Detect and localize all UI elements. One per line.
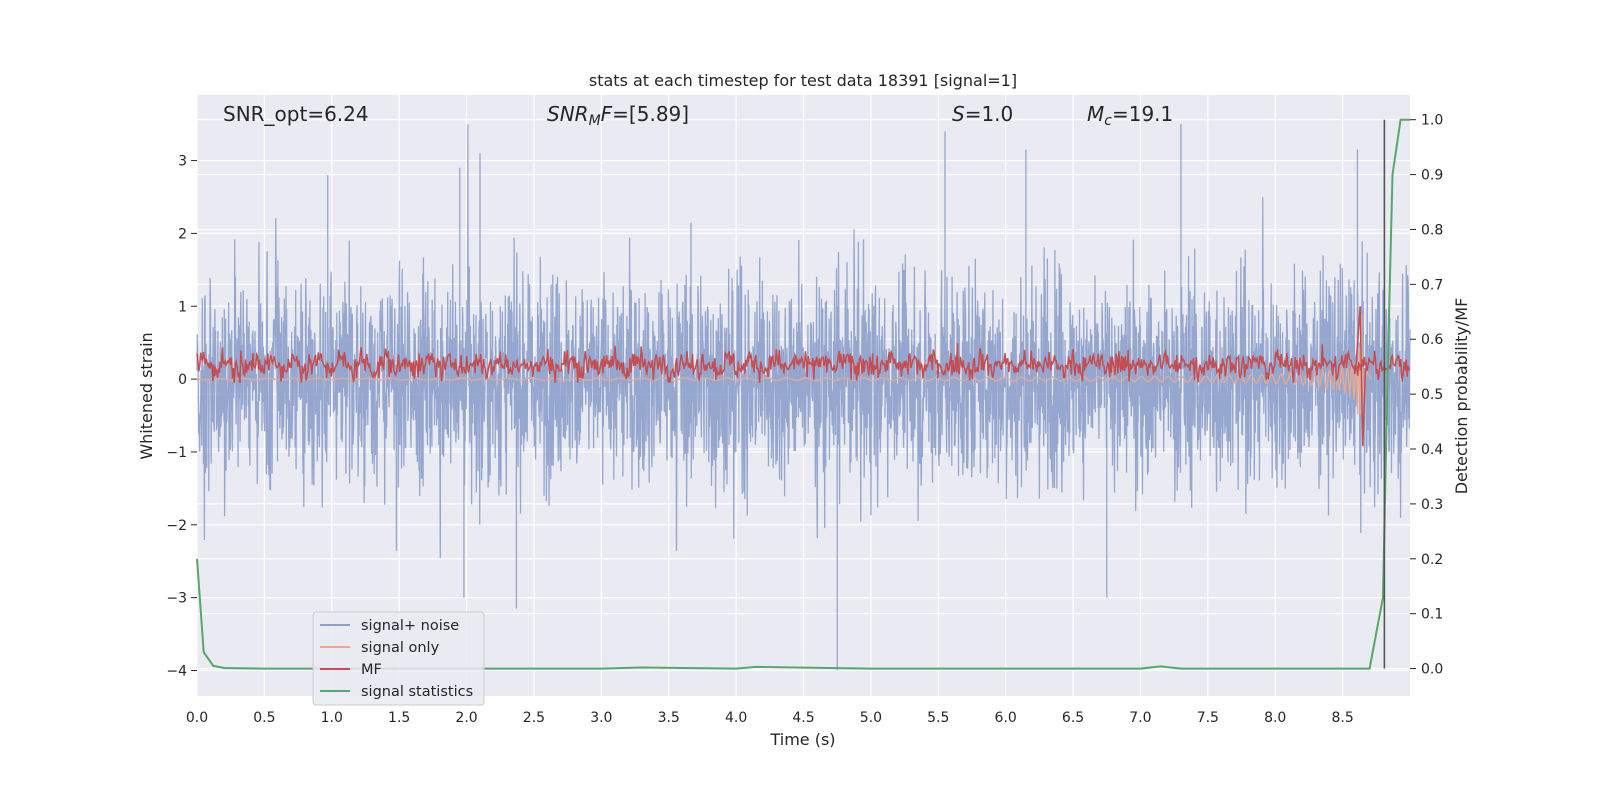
y-right-tick-label-4: 0.4 (1421, 442, 1443, 458)
y-tick-label-5: 1 (178, 299, 187, 315)
y-right-tick-label-10: 1.0 (1421, 113, 1443, 129)
y-right-tick-label-7: 0.7 (1421, 277, 1443, 293)
x-axis-ticks: 0.0 0.5 1.0 1.5 2.0 2.5 3.0 3.5 4.0 4.5 5.0 5.5 6.0 6… (186, 710, 1354, 726)
x-tick-label-4: 2.0 (455, 710, 477, 726)
x-tick-label-0: 0.0 (186, 710, 208, 726)
annotation-s: S=1.0 (952, 102, 1013, 126)
y-right-tick-label-3: 0.3 (1421, 497, 1443, 513)
annotation-snr-mf: SNRMF=[5.89] (547, 102, 689, 129)
annotation-s-label: S (952, 102, 965, 126)
mf-line (196, 306, 1410, 447)
x-tick-label-3: 1.5 (388, 710, 410, 726)
x-tick-label-6: 3.0 (590, 710, 612, 726)
y-tick-label-2: −2 (166, 518, 187, 534)
y-right-tick-label-6: 0.6 (1421, 332, 1443, 348)
annotation-snr-mf-tail: F (601, 102, 613, 126)
annotation-mc: Mc=19.1 (1087, 102, 1173, 129)
signal-only-line (196, 313, 1372, 415)
y-right-tick-label-0: 0.0 (1421, 662, 1443, 678)
x-tick-label-10: 5.0 (860, 710, 882, 726)
y-axis-right-ticks: 0.0 0.1 0.2 0.3 0.4 0.5 0.6 0.7 0.8 0.9 1.0 (1410, 113, 1443, 678)
annotation-s-value: =1.0 (965, 102, 1014, 126)
y-axis-right-label: Detection probability/MF (1452, 298, 1471, 495)
x-tick-label-5: 2.5 (523, 710, 545, 726)
legend-box (312, 611, 485, 706)
y-axis-left-ticks: −4 −3 −2 −1 0 1 2 3 (166, 154, 197, 680)
y-tick-label-0: −4 (166, 664, 187, 680)
x-tick-label-11: 5.5 (927, 710, 949, 726)
annotation-mc-label: M (1087, 102, 1104, 126)
annotation-snr-mf-sub: M (589, 113, 601, 129)
signal-noise-line (196, 124, 1411, 671)
series-mf (196, 306, 1410, 447)
x-tick-label-13: 6.5 (1062, 710, 1084, 726)
annotation-mc-value: =19.1 (1112, 102, 1173, 126)
annotation-snr-mf-base: SNR (547, 102, 589, 126)
y-right-tick-label-5: 0.5 (1421, 387, 1443, 403)
y-right-tick-label-8: 0.8 (1421, 222, 1443, 238)
y-tick-label-6: 2 (178, 226, 187, 242)
x-tick-label-15: 7.5 (1197, 710, 1219, 726)
legend-label-mf: MF (361, 662, 382, 678)
legend-label-signal-only: signal only (361, 640, 440, 656)
series-signal-noise (196, 124, 1411, 671)
x-tick-label-16: 8.0 (1264, 710, 1286, 726)
x-tick-label-8: 4.0 (725, 710, 747, 726)
y-right-tick-label-2: 0.2 (1421, 552, 1443, 568)
y-tick-label-7: 3 (178, 154, 187, 170)
x-tick-label-1: 0.5 (253, 710, 275, 726)
legend-label-signal-noise: signal+ noise (361, 618, 459, 634)
y-tick-label-1: −3 (166, 591, 187, 607)
chart-title: stats at each timestep for test data 183… (589, 71, 1017, 90)
annotation-mc-sub: c (1104, 113, 1112, 129)
x-tick-label-2: 1.0 (321, 710, 343, 726)
legend-label-signal-statistics: signal statistics (361, 684, 473, 700)
x-tick-label-17: 8.5 (1331, 710, 1353, 726)
y-tick-label-3: −1 (166, 445, 187, 461)
series-signal-only (196, 313, 1372, 415)
x-tick-label-9: 4.5 (792, 710, 814, 726)
y-right-tick-label-9: 0.9 (1421, 168, 1443, 184)
x-tick-label-12: 6.0 (995, 710, 1017, 726)
annotation-snr-mf-value: =[5.89] (612, 102, 689, 126)
x-tick-label-14: 7.0 (1129, 710, 1151, 726)
y-right-tick-label-1: 0.1 (1421, 607, 1443, 623)
annotation-snr-opt: SNR_opt=6.24 (223, 102, 369, 126)
y-axis-left-label: Whitened strain (137, 332, 156, 459)
x-tick-label-7: 3.5 (658, 710, 680, 726)
legend: signal+ noise signal only MF signal stat… (312, 611, 485, 706)
x-axis-label: Time (s) (769, 730, 835, 749)
y-tick-label-4: 0 (178, 372, 187, 388)
